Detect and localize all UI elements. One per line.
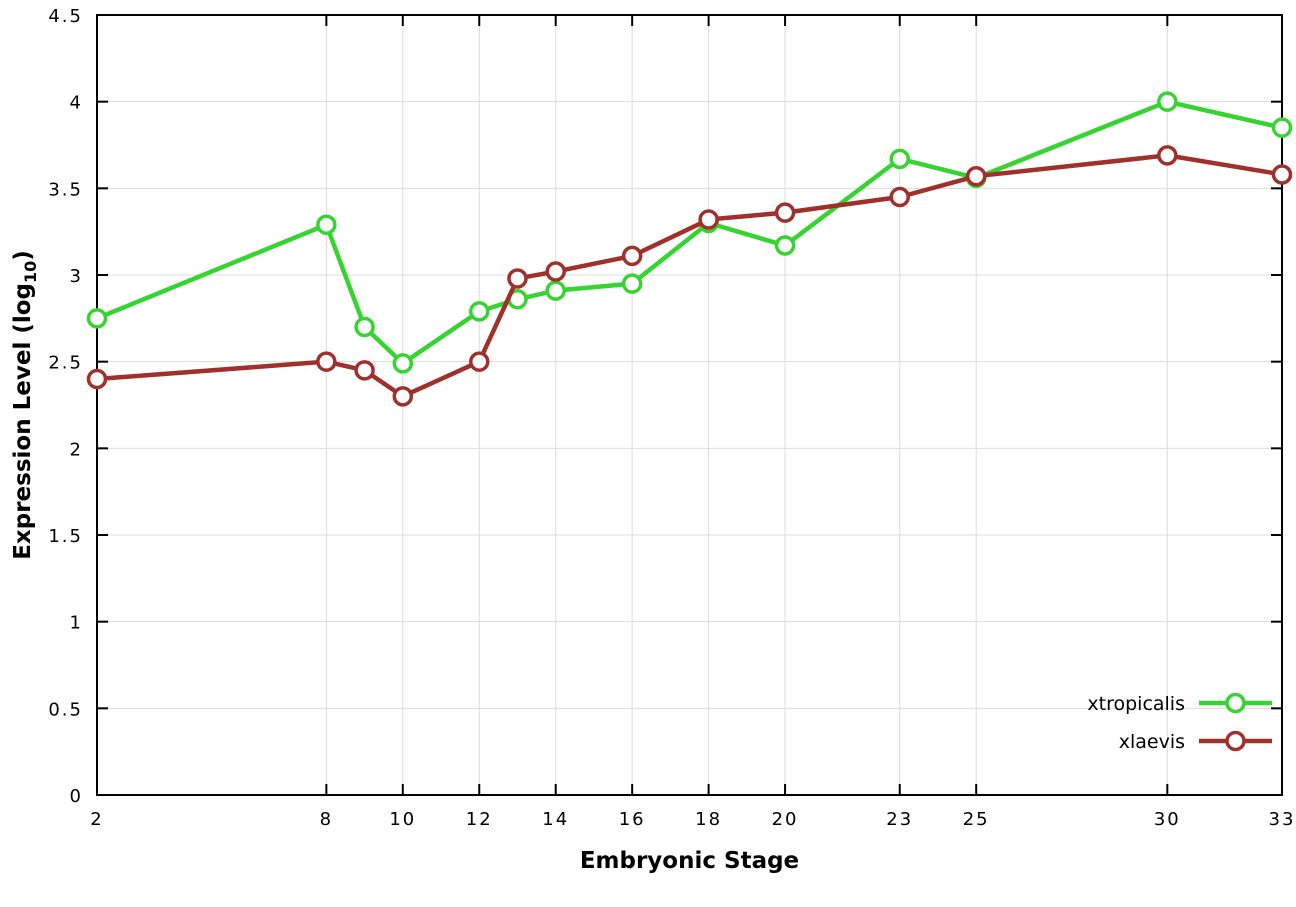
data-point-marker (889, 186, 910, 208)
series-line (94, 153, 1285, 399)
x-tick-labels: 2 8 10 12 14 16 18 20 23 25 30 33 (90, 809, 1296, 830)
series-xtropicalis (86, 91, 1293, 374)
data-point-marker (1271, 164, 1293, 185)
data-point-marker (698, 209, 719, 230)
y-tick-label: 2.5 (48, 353, 83, 374)
data-point-marker (965, 165, 987, 187)
data-point-marker (774, 235, 796, 256)
legend: xtropicalis xlaevis (1087, 692, 1272, 753)
y-tick-label: 0 (70, 786, 83, 807)
data-point-marker (621, 273, 643, 294)
data-point-marker (316, 214, 337, 235)
data-point-marker (316, 351, 337, 372)
legend-marker (1225, 692, 1246, 714)
x-tick-label: 25 (963, 809, 990, 830)
data-point-marker (469, 301, 490, 322)
y-tick-label: 4.5 (48, 6, 83, 27)
x-tick-label: 12 (466, 809, 493, 830)
data-point-marker (86, 308, 108, 329)
data-point-marker (1157, 145, 1178, 166)
legend-marker (1225, 730, 1246, 752)
y-tick-label: 3.5 (48, 179, 83, 200)
y-tick-label: 1 (70, 613, 83, 634)
x-tick-label: 23 (886, 809, 913, 830)
x-tick-label: 16 (619, 809, 646, 830)
data-point-marker (392, 353, 414, 374)
x-tick-label: 10 (389, 809, 416, 830)
y-tick-label: 2 (70, 439, 83, 460)
series-xlaevis (86, 145, 1293, 407)
y-tick-label: 4 (70, 93, 83, 114)
data-point-marker (392, 386, 414, 407)
data-point-marker (469, 351, 490, 372)
data-point-marker (545, 261, 566, 282)
x-axis-title: Embryonic Stage (580, 848, 799, 874)
data-point-marker (1271, 117, 1293, 138)
data-point-marker (86, 368, 108, 390)
series-line (94, 99, 1285, 366)
x-tick-label: 18 (695, 809, 722, 830)
axis-ticks (96, 14, 1283, 796)
x-tick-label: 2 (90, 809, 103, 830)
x-tick-label: 30 (1154, 809, 1181, 830)
data-point-marker (621, 245, 643, 267)
y-tick-label: 3 (70, 266, 83, 287)
plot-border (96, 14, 1283, 796)
y-tick-labels: 0 0.5 1 1.5 2 2.5 3 3.5 4 4.5 (48, 6, 83, 807)
data-point-marker (545, 280, 566, 301)
data-point-marker (889, 148, 910, 170)
data-point-marker (354, 316, 375, 338)
data-point-marker (354, 360, 375, 381)
x-tick-label: 33 (1269, 809, 1296, 830)
x-tick-label: 20 (772, 809, 799, 830)
data-point-marker (774, 202, 796, 223)
y-tick-label: 0.5 (48, 699, 83, 720)
data-point-marker (1157, 91, 1178, 112)
legend-label: xtropicalis (1087, 693, 1185, 715)
x-tick-label: 14 (542, 809, 569, 830)
y-axis-title: Expression Level (log10) (10, 250, 40, 560)
grid-lines (96, 14, 1283, 796)
legend-label: xlaevis (1119, 731, 1185, 753)
x-tick-label: 8 (320, 809, 333, 830)
data-point-marker (507, 268, 528, 289)
y-tick-label: 1.5 (48, 526, 83, 547)
